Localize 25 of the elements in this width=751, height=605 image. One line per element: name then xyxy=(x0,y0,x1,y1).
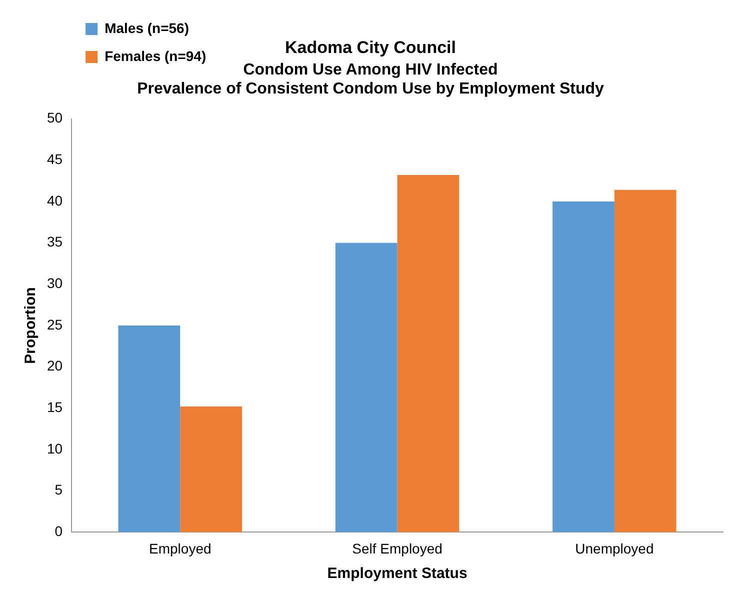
x-tick-label: Self Employed xyxy=(352,540,442,556)
x-tick-label: Employed xyxy=(149,540,212,556)
y-tick-label: 20 xyxy=(46,358,63,374)
bar xyxy=(335,242,398,532)
y-tick-label: 30 xyxy=(46,275,63,292)
x-tick-label: Unemployed xyxy=(575,540,654,556)
legend-label: Males (n=56) xyxy=(104,20,190,36)
bar xyxy=(552,201,614,532)
chart-title: Kadoma City Council xyxy=(285,38,456,57)
y-tick-label: 0 xyxy=(54,523,63,540)
y-tick-label: 40 xyxy=(46,192,63,208)
bar xyxy=(180,406,242,532)
bar xyxy=(397,175,460,532)
y-tick-label: 15 xyxy=(46,399,63,416)
y-tick-label: 5 xyxy=(54,482,63,498)
y-tick-label: 35 xyxy=(46,234,63,250)
bar xyxy=(614,190,676,532)
y-tick-label: 25 xyxy=(46,316,63,332)
y-tick-label: 45 xyxy=(46,151,63,167)
legend-label: Females (n=94) xyxy=(104,48,206,64)
y-tick-label: 10 xyxy=(46,440,63,456)
bar xyxy=(118,326,180,532)
y-axis-title: Proportion xyxy=(22,287,40,364)
x-axis-title: Employment Status xyxy=(327,565,468,582)
y-tick-label: 50 xyxy=(46,110,63,126)
